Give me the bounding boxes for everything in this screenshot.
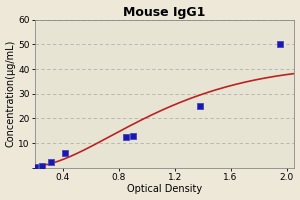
Point xyxy=(130,134,135,137)
Title: Mouse IgG1: Mouse IgG1 xyxy=(123,6,205,19)
X-axis label: Optical Density: Optical Density xyxy=(127,184,202,194)
Y-axis label: Concentration(μg/mL): Concentration(μg/mL) xyxy=(6,40,16,147)
Point xyxy=(49,160,54,163)
Point xyxy=(39,164,44,167)
Point xyxy=(123,135,128,139)
Point xyxy=(32,165,37,169)
Point xyxy=(277,43,282,46)
Point xyxy=(63,151,68,155)
Point xyxy=(197,105,202,108)
